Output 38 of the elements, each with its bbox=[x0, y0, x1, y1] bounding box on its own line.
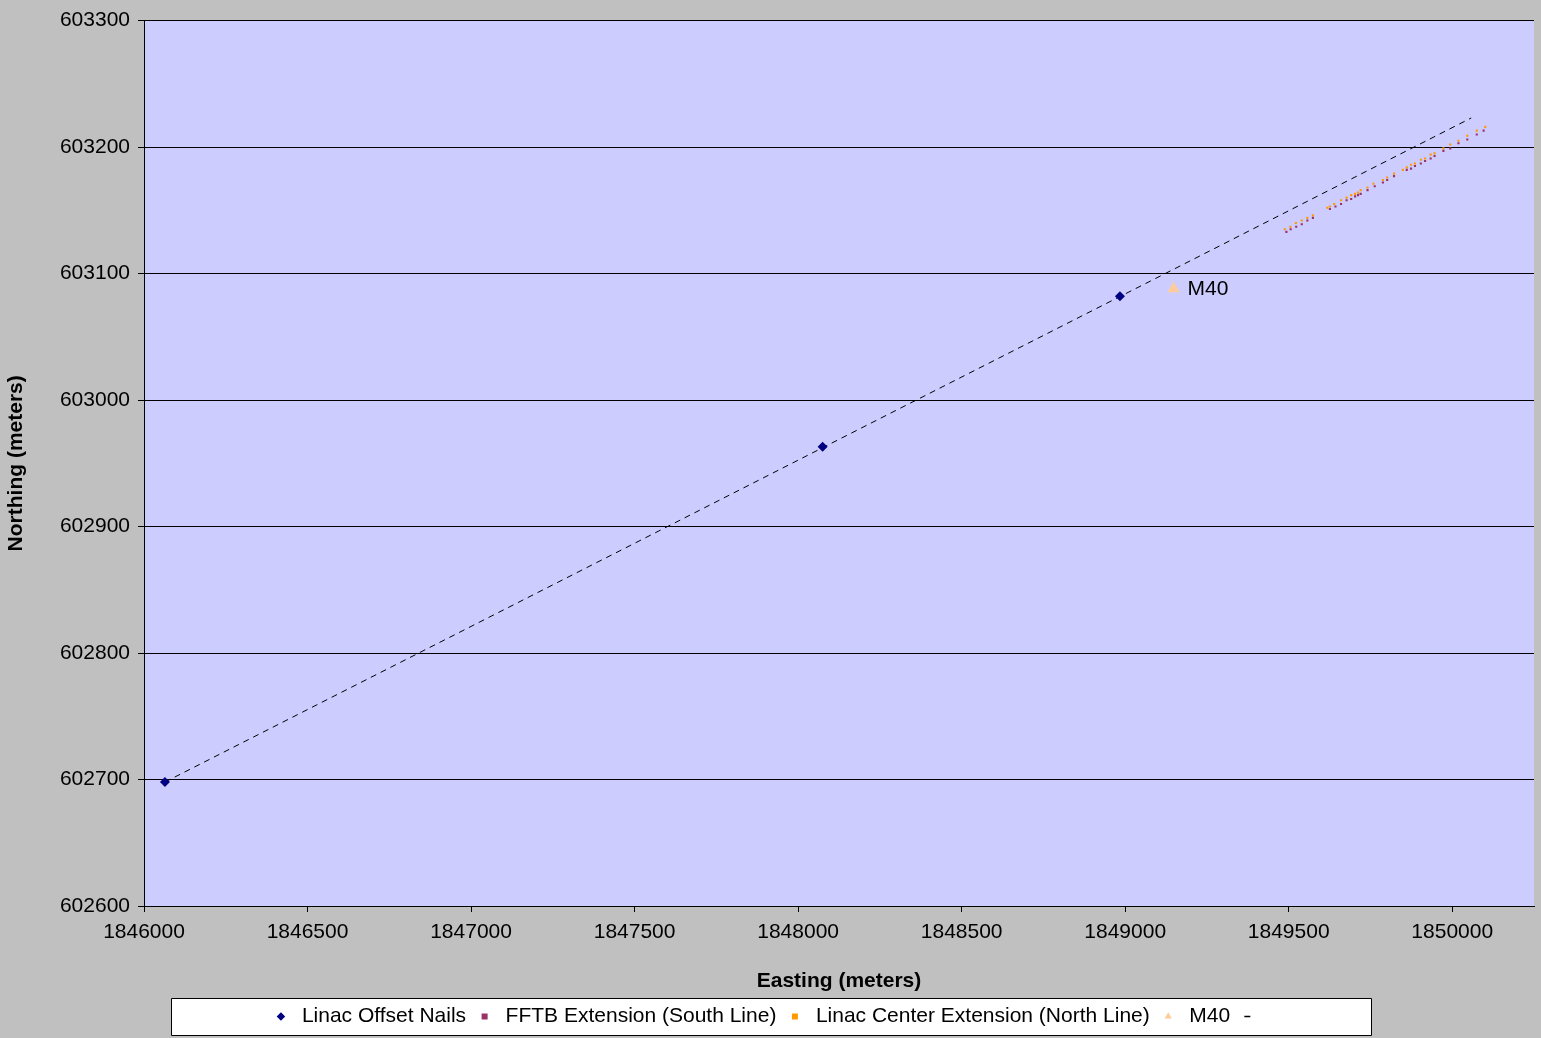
x-tick-label: 1850000 bbox=[1411, 919, 1494, 943]
y-tick-label: 603000 bbox=[59, 386, 130, 410]
y-tick-label: 603200 bbox=[59, 133, 130, 157]
x-tick-label: 1846500 bbox=[266, 919, 349, 943]
x-tick-label: 1848500 bbox=[920, 919, 1003, 943]
x-tick-label: 1846000 bbox=[103, 919, 185, 943]
point bbox=[1339, 202, 1343, 206]
point bbox=[1449, 143, 1452, 146]
y-tick-label: 602900 bbox=[59, 513, 130, 537]
point bbox=[1167, 281, 1180, 293]
point bbox=[1295, 225, 1298, 228]
x-tick-label: 1848000 bbox=[757, 919, 839, 943]
y-tick-label: 602700 bbox=[59, 766, 130, 790]
point bbox=[1419, 158, 1422, 161]
point bbox=[1466, 138, 1469, 141]
x-tick-label: 1847000 bbox=[430, 919, 512, 943]
point bbox=[1300, 219, 1303, 222]
point bbox=[1114, 291, 1125, 302]
annotation: M40 bbox=[1187, 275, 1229, 299]
point bbox=[1339, 199, 1343, 202]
y-axis-title: Northing (meters) bbox=[3, 375, 27, 552]
legend-label: FFTB Extension (South Line) bbox=[505, 1003, 777, 1027]
point bbox=[817, 441, 828, 452]
y-tick-label: 602800 bbox=[59, 639, 130, 663]
y-tick-label: 603100 bbox=[59, 260, 130, 284]
point bbox=[1419, 162, 1422, 165]
point bbox=[1475, 129, 1478, 132]
legend-label: M40 bbox=[1189, 1003, 1231, 1027]
x-tick-label: 1849000 bbox=[1084, 919, 1167, 943]
legend-label: Linac Offset Nails bbox=[301, 1003, 467, 1027]
point bbox=[1429, 157, 1432, 160]
x-axis-title: Easting (meters) bbox=[756, 968, 922, 992]
legend-label: Linac Center Extension (North Line) bbox=[815, 1003, 1150, 1027]
y-tick-label: 602600 bbox=[59, 892, 130, 916]
x-tick-label: 1849500 bbox=[1247, 919, 1330, 943]
point bbox=[159, 777, 170, 788]
y-tick-label: 603300 bbox=[59, 7, 130, 31]
x-tick-label: 1847500 bbox=[593, 919, 676, 943]
